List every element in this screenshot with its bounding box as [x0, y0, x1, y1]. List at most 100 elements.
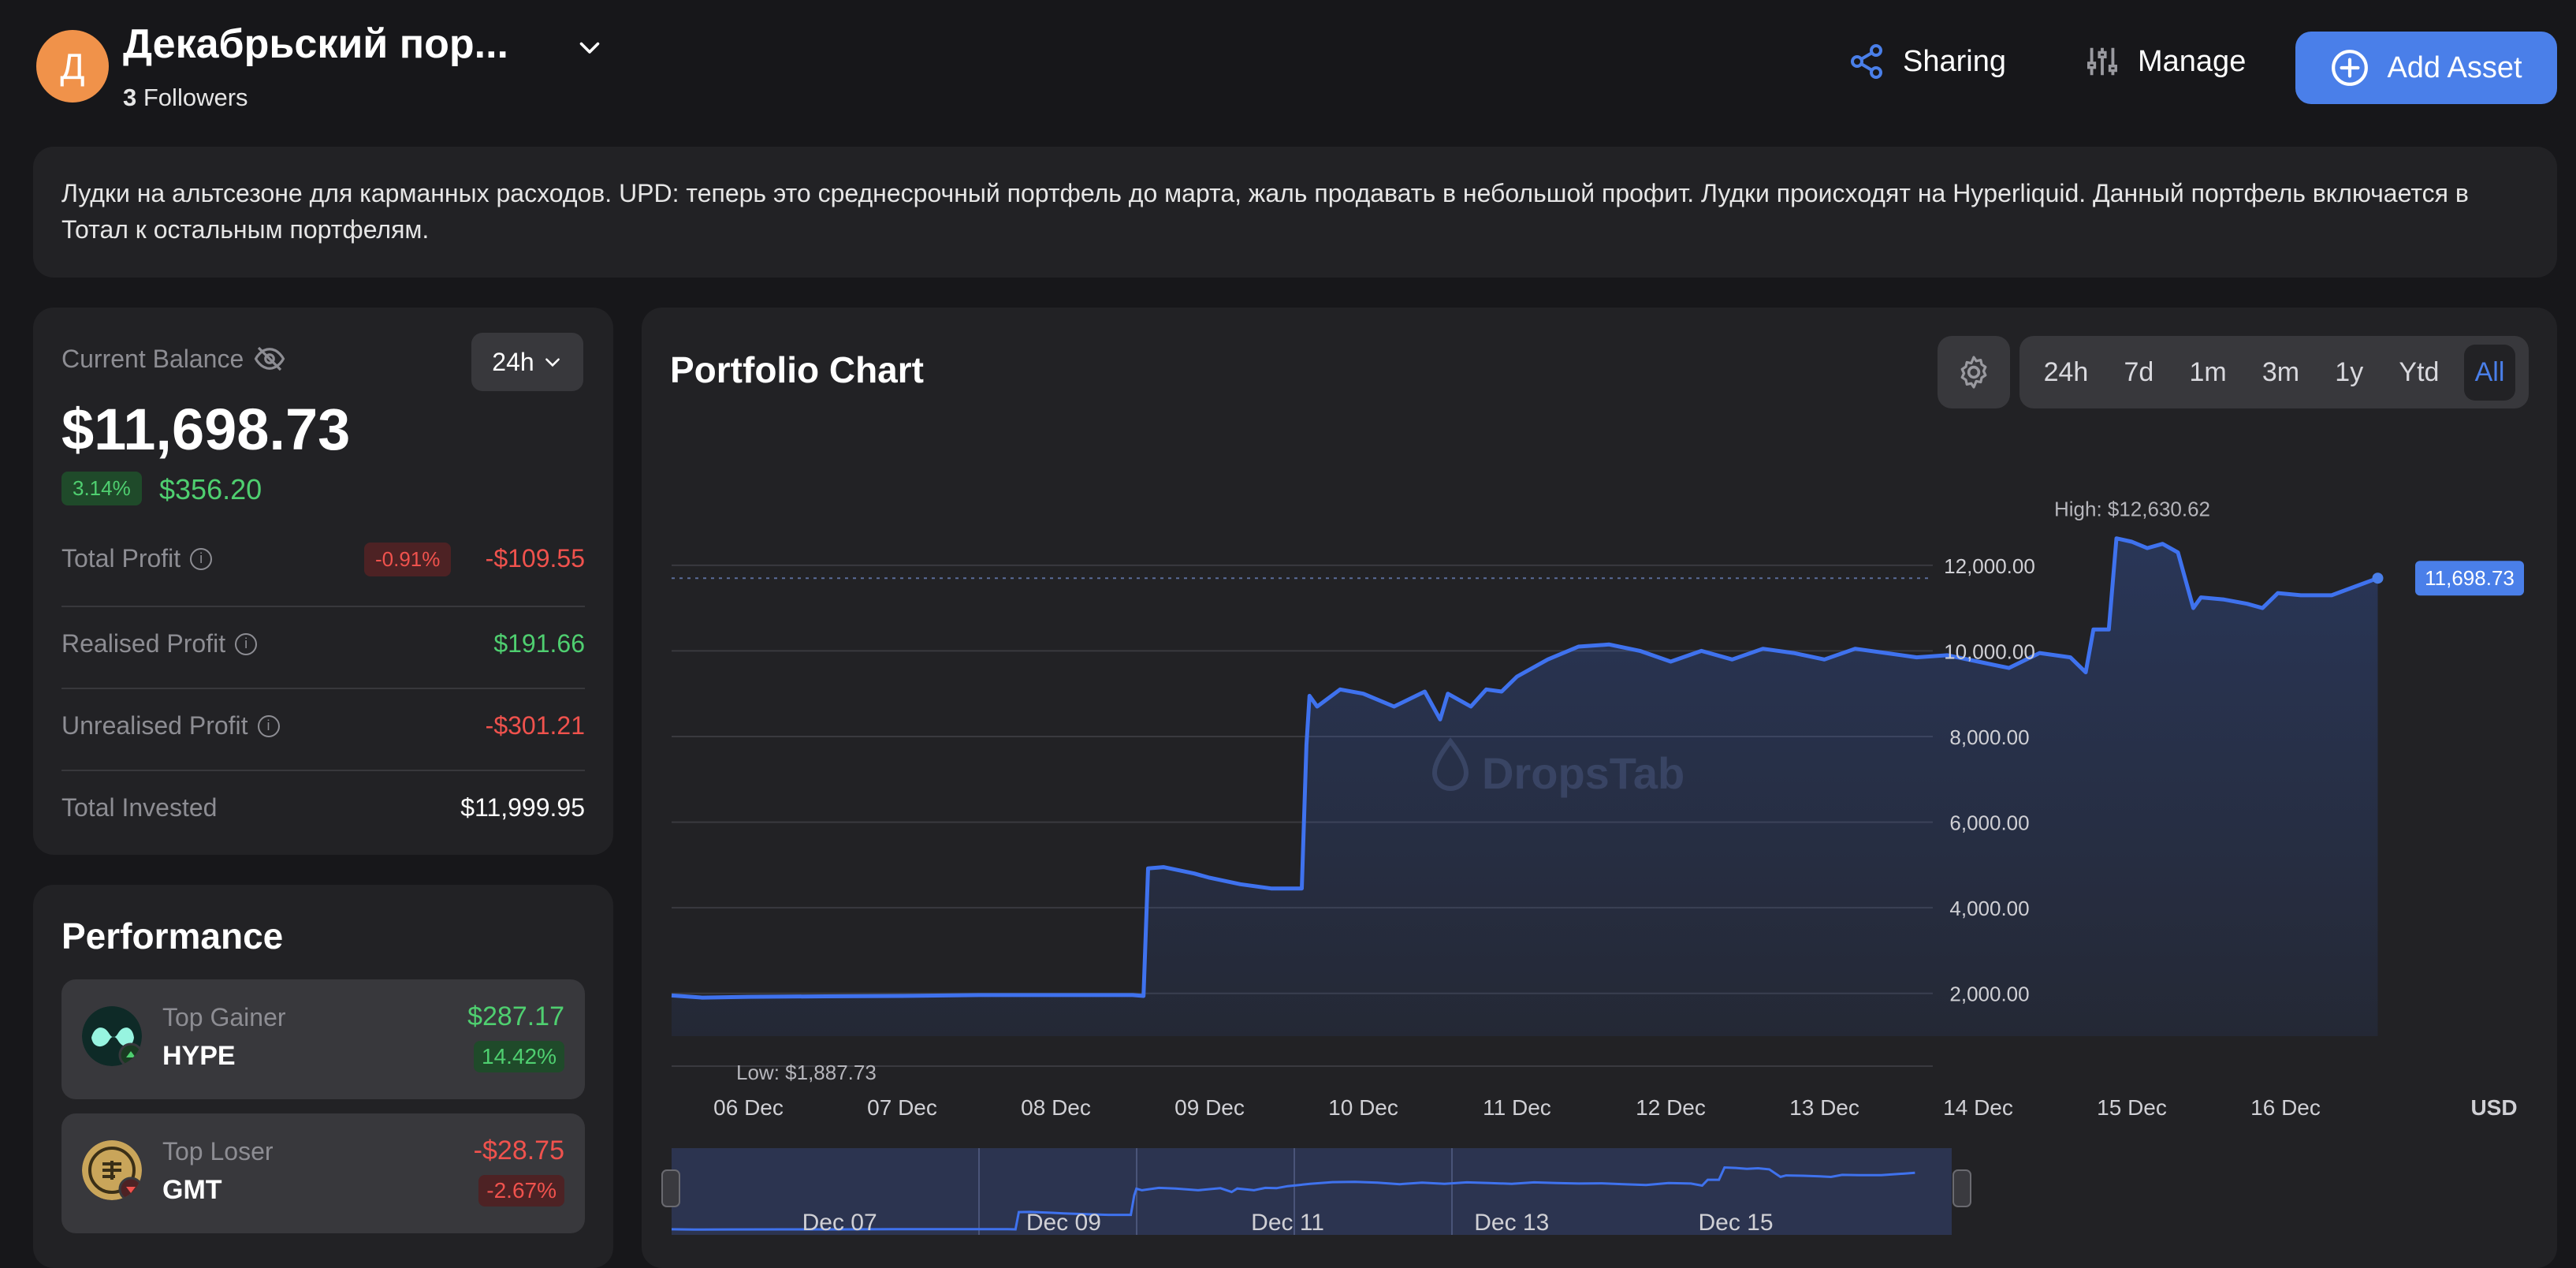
followers-count[interactable]: 3 Followers: [123, 84, 248, 112]
range-3m[interactable]: 3m: [2261, 356, 2300, 387]
current-balance-label: Current Balance: [61, 342, 286, 375]
y-tick-label: 2,000.00: [1949, 983, 2029, 1006]
navigator-line: [671, 1165, 1915, 1231]
manage-label: Manage: [2138, 44, 2247, 78]
watermark-text: DropsTab: [1482, 748, 1684, 798]
x-tick-label: 11 Dec: [1483, 1095, 1551, 1120]
followers-label: Followers: [143, 84, 248, 111]
balance-change-pct: 3.14%: [61, 472, 142, 505]
x-tick-label: 09 Dec: [1174, 1095, 1245, 1120]
navigator-handle-left[interactable]: [661, 1169, 680, 1207]
add-asset-button[interactable]: Add Asset: [2295, 32, 2557, 104]
portfolio-description: Лудки на альтсезоне для карманных расход…: [33, 147, 2557, 278]
info-icon[interactable]: i: [190, 547, 213, 570]
realised-profit-text: Realised Profit: [61, 629, 226, 658]
gmt-coin-icon: [82, 1140, 142, 1200]
y-tick-label: 10,000.00: [1944, 640, 2035, 663]
range-24h[interactable]: 24h: [2043, 356, 2089, 387]
manage-button[interactable]: Manage: [2084, 43, 2246, 80]
current-value-dot: [2372, 572, 2384, 584]
total-invested-label: Total Invested: [61, 793, 217, 822]
performance-card: Performance Top Gainer HYPE $287.17 14.4…: [33, 885, 613, 1268]
followers-number: 3: [123, 84, 137, 111]
watermark: DropsTab: [1431, 737, 1684, 798]
top-gainer-value: $287.17: [467, 1001, 564, 1031]
currency-label: USD: [2470, 1095, 2517, 1120]
total-profit-pct: -0.91%: [364, 543, 452, 576]
top-loser-pct: -2.67%: [478, 1175, 564, 1206]
realised-profit-value: $191.66: [493, 629, 585, 658]
navigator-label: Dec 07: [802, 1210, 877, 1236]
info-icon[interactable]: i: [257, 714, 280, 737]
x-tick-label: 10 Dec: [1328, 1095, 1398, 1120]
period-dropdown[interactable]: 24h: [471, 333, 583, 391]
share-icon: [1851, 44, 1882, 79]
gear-icon: [1960, 356, 1987, 389]
x-tick-label: 13 Dec: [1789, 1095, 1859, 1120]
balance-change-value: $356.20: [159, 473, 262, 505]
unrealised-profit-text: Unrealised Profit: [61, 711, 248, 740]
add-asset-label: Add Asset: [2387, 50, 2522, 84]
range-selector: 24h 7d 1m 3m 1y Ytd All: [2019, 336, 2529, 408]
x-tick-label: 15 Dec: [2097, 1095, 2167, 1120]
y-tick-label: 6,000.00: [1949, 811, 2029, 835]
sliders-icon: [2087, 47, 2117, 76]
range-ytd[interactable]: Ytd: [2399, 356, 2440, 387]
y-tick-label: 4,000.00: [1949, 897, 2029, 920]
hype-coin-icon: [82, 1006, 142, 1066]
performance-title: Performance: [61, 916, 284, 957]
navigator-label: Dec 11: [1251, 1210, 1324, 1236]
unrealised-profit-value: -$301.21: [485, 711, 585, 740]
top-gainer-label: Top Gainer: [162, 1003, 286, 1031]
low-label: Low: $1,887.73: [736, 1061, 877, 1084]
navigator-label: Dec 09: [1026, 1210, 1101, 1236]
chart-area: [672, 538, 2378, 1036]
top-gainer-pct: 14.42%: [474, 1041, 564, 1072]
total-profit-value: -$109.55: [485, 544, 585, 572]
chevron-down-icon: [545, 358, 560, 367]
x-tick-label: 07 Dec: [867, 1095, 937, 1120]
top-loser-item[interactable]: Top Loser GMT -$28.75 -2.67%: [61, 1113, 585, 1233]
plus-circle-icon: [2332, 50, 2369, 86]
period-value: 24h: [492, 347, 534, 376]
x-tick-label: 06 Dec: [713, 1095, 784, 1120]
divider: [61, 688, 585, 689]
range-all[interactable]: All: [2463, 344, 2516, 401]
top-gainer-item[interactable]: Top Gainer HYPE $287.17 14.42%: [61, 979, 585, 1099]
info-icon[interactable]: i: [235, 632, 258, 655]
top-loser-symbol: GMT: [162, 1175, 222, 1205]
eye-off-icon[interactable]: [253, 342, 286, 375]
range-1m[interactable]: 1m: [2189, 356, 2227, 387]
total-invested-text: Total Invested: [61, 793, 218, 822]
range-7d[interactable]: 7d: [2124, 356, 2154, 387]
chart-title: Portfolio Chart: [670, 349, 924, 390]
balance-card: Current Balance 24h $11,698.73 3.14% $35…: [33, 308, 613, 855]
total-invested-value: $11,999.95: [460, 793, 585, 822]
x-tick-label: 12 Dec: [1636, 1095, 1706, 1120]
balance-value: $11,698.73: [61, 397, 351, 462]
navigator-background: [672, 1148, 1952, 1235]
portfolio-title[interactable]: Декабрьский пор...: [123, 21, 508, 67]
y-tick-label: 12,000.00: [1944, 554, 2035, 578]
chart-settings-button[interactable]: [1938, 336, 2010, 408]
sharing-button[interactable]: Sharing: [1848, 43, 2006, 80]
current-balance-text: Current Balance: [61, 344, 244, 373]
portfolio-chart-card: DropsTab 2,000.00 4,000.00 6,000.00 8,000.0…: [642, 308, 2557, 1268]
divider: [61, 770, 585, 771]
current-value-label: 11,698.73: [2425, 566, 2515, 590]
x-tick-label: 14 Dec: [1943, 1095, 2013, 1120]
unrealised-profit-label: Unrealised Profit i: [61, 711, 280, 740]
high-label: High: $12,630.62: [2054, 498, 2210, 521]
top-loser-label: Top Loser: [162, 1137, 274, 1165]
navigator-handle-right[interactable]: [1952, 1169, 1971, 1207]
current-value-badge: [2415, 561, 2524, 596]
chart-line: [671, 536, 2379, 1000]
x-tick-label: 16 Dec: [2250, 1095, 2321, 1120]
portfolio-chart[interactable]: DropsTab 2,000.00 4,000.00 6,000.00 8,000.0…: [642, 308, 2557, 1268]
top-loser-value: -$28.75: [473, 1136, 564, 1165]
range-1y[interactable]: 1y: [2335, 356, 2364, 387]
chevron-down-icon[interactable]: [575, 33, 604, 62]
total-profit-label: Total Profit i: [61, 544, 213, 573]
navigator-label: Dec 13: [1474, 1210, 1549, 1236]
navigator-label: Dec 15: [1698, 1210, 1773, 1236]
